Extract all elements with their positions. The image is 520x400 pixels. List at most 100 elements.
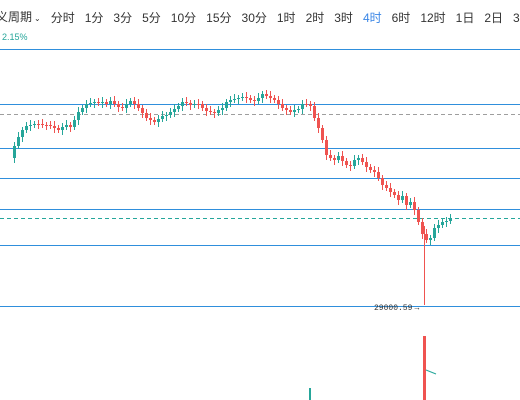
interval-list: 分时1分3分5分10分15分30分1时2时3时4时6时12时1日2日3日5日周K [46,0,520,36]
candle-body [129,101,132,104]
interval-tab[interactable]: 10分 [170,11,197,25]
candle-body [345,161,348,165]
candle-body [413,202,416,210]
candle-body [417,210,420,222]
interval-toolbar: 义周期 ⌄ 分时 1分 3分 5分 10分 15分 30分 1时 2时 3时 4时 6时 12时 1日 2日 3… [0,0,520,36]
candle-body [301,104,304,109]
candle-body [449,219,452,221]
volume-bar [309,388,311,400]
interval-tab[interactable]: 3时 [334,11,353,25]
candle-body [425,234,428,240]
candle-body [253,100,256,101]
candle-body [241,97,244,98]
interval-tab[interactable]: 2时 [305,11,325,25]
candle-body [33,124,36,125]
candle-body [349,165,352,166]
candle-body [185,102,188,103]
interval-tab[interactable]: 15分 [206,11,232,25]
candle-body [201,104,204,108]
candle-body [221,108,224,110]
candle-body [69,125,72,127]
period-menu[interactable]: 义周期 ⌄ [0,0,46,36]
candle-body [77,112,80,120]
interval-tab[interactable]: 30分 [241,11,267,25]
candle-body [433,228,436,238]
candle-body [81,108,84,112]
candle-body [157,119,160,122]
candle-body [225,102,228,108]
candle-body [397,195,400,200]
candle-body [189,103,192,105]
candle-body [53,126,56,128]
candle-body [269,96,272,98]
candle-body [121,107,124,108]
candle-body [97,102,100,103]
candle-body [365,162,368,167]
candle-body [249,98,252,100]
candle-body [13,146,16,158]
candle-body [45,125,48,126]
candle-body [117,104,120,107]
candle-body [377,172,380,178]
interval-tab[interactable]: 12时 [420,11,446,25]
candle-body [445,221,448,222]
candle-body [401,196,404,200]
candle-body [145,113,148,118]
candle-body [141,108,144,113]
candle-body [293,110,296,112]
candle-body [233,99,236,100]
interval-tab[interactable]: 4时 [362,11,382,25]
candle-body [197,104,200,105]
candle-body [105,102,108,104]
candle-body [205,108,208,111]
candle-body [93,102,96,103]
candle-body [405,196,408,205]
interval-tab[interactable]: 1时 [276,11,296,25]
interval-tab[interactable]: 3分 [113,11,133,25]
candle-body [113,101,116,104]
candle-body [149,118,152,120]
candle-body [21,130,24,137]
interval-tab[interactable]: 2日 [484,11,504,25]
candle-body [357,158,360,160]
candle-body [265,94,268,96]
candle-body [49,125,52,126]
candle-body [289,110,292,112]
interval-tab[interactable]: 1日 [455,11,475,25]
candle-body [281,104,284,108]
candle-body [165,115,168,116]
candle-body [441,222,444,225]
volume-line [425,369,437,375]
candle-body [213,112,216,113]
candle-body [317,118,320,128]
interval-tab[interactable]: 3日 [513,11,520,25]
candle-body [389,188,392,192]
candle-body [393,192,396,195]
min-price-label: 29000.59 [374,304,413,313]
candle-body [85,104,88,108]
candle-body [125,104,128,108]
candle-body [429,238,432,240]
candle-body [217,110,220,113]
candle-body [229,100,232,102]
candle-body [109,101,112,104]
interval-tab[interactable]: 1分 [84,11,104,25]
candle-body [153,120,156,122]
interval-tab[interactable]: 分时 [50,11,75,25]
candle-body [309,104,312,106]
candle-body [373,170,376,172]
candle-body [337,156,340,160]
period-menu-label: 义周期 [0,10,33,24]
candle-body [421,222,424,234]
candle-body [177,106,180,109]
candle-body [361,158,364,162]
interval-tab[interactable]: 5分 [142,11,161,25]
candle-body [161,116,164,119]
candle-body [273,98,276,100]
interval-tab[interactable]: 6时 [391,11,411,25]
candle-body [285,108,288,110]
candle-body [29,125,32,126]
candle-body [89,103,92,104]
